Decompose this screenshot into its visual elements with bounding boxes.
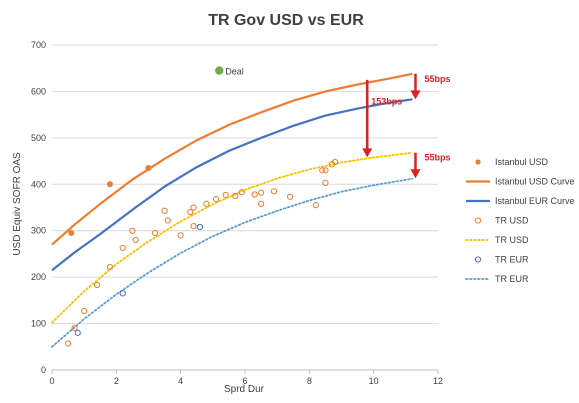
- tr-usd-point: [151, 229, 159, 237]
- x-tick-label: 6: [242, 376, 247, 386]
- annotation-arrowhead: [410, 169, 421, 179]
- annotation-label: 55bps: [424, 74, 450, 84]
- legend-marker: [474, 217, 482, 224]
- tr-usd-point: [203, 200, 210, 207]
- tr-usd-point: [331, 158, 339, 166]
- annotation-arrowhead: [362, 148, 373, 158]
- tr-usd-point: [161, 207, 168, 214]
- y-axis-label: USD Equiv SOFR OAS: [12, 152, 23, 256]
- tr-usd-point: [106, 263, 114, 271]
- y-tick-label: 200: [31, 272, 46, 282]
- y-tick-label: 300: [31, 226, 46, 236]
- tr-usd-trendline: [51, 151, 414, 324]
- legend: Istanbul USD Istanbul USD Curve Istanbul E…: [465, 157, 575, 284]
- y-tick-label: 400: [31, 179, 46, 189]
- gridlines: [52, 44, 438, 325]
- legend-marker: [475, 159, 481, 165]
- tr-usd-point: [257, 200, 265, 207]
- tr-usd-point: [64, 340, 72, 347]
- x-tick-label: 10: [369, 376, 379, 386]
- x-tick-label: 12: [433, 376, 443, 386]
- x-axis-label: Sprd Dur: [224, 384, 265, 395]
- istanbul-usd-point: [145, 165, 152, 172]
- tr-usd-point: [71, 325, 78, 332]
- y-tick-label: 700: [31, 40, 46, 50]
- tr-usd-point: [251, 191, 258, 198]
- tr-usd-point: [238, 189, 245, 196]
- istanbul-usd-point: [106, 181, 113, 188]
- annotations: 55bps 153bps 55bps: [362, 73, 450, 179]
- tr-usd-point: [322, 179, 329, 186]
- tr-usd-point: [212, 196, 220, 203]
- tr-usd-point: [190, 222, 197, 230]
- tr-eur-point: [74, 329, 81, 336]
- tr-usd-point: [187, 209, 194, 216]
- annotation-label: 55bps: [424, 153, 450, 163]
- legend-entry: Istanbul EUR Curve: [495, 196, 575, 206]
- deal-point: [215, 66, 224, 75]
- deal-label: Deal: [225, 67, 244, 77]
- annotation-arrowhead: [410, 90, 421, 100]
- tr-usd-point: [222, 191, 229, 199]
- tr-usd-point: [319, 167, 326, 174]
- x-tick-label: 4: [178, 376, 183, 386]
- tr-usd-point: [190, 204, 197, 211]
- legend-entry: TR EUR: [495, 274, 529, 284]
- tr-usd-point: [132, 236, 139, 244]
- istanbul-usd-point: [68, 230, 75, 237]
- tr-usd-point: [232, 192, 239, 199]
- axes: 0 100 200 300 400 500 600 700 0 2 4 6 8 10 12: [31, 40, 443, 386]
- tr-usd-point: [164, 217, 171, 224]
- tr-usd-point: [270, 188, 278, 195]
- annotation-label: 153bps: [371, 97, 402, 107]
- y-tick-label: 100: [31, 319, 46, 329]
- legend-entry: TR USD: [495, 235, 529, 245]
- x-tick-label: 2: [114, 376, 119, 386]
- tr-usd-point: [81, 307, 88, 315]
- legend-entry: Istanbul USD Curve: [495, 177, 575, 187]
- legend-entry: TR USD: [495, 216, 529, 226]
- tr-usd-point: [93, 281, 101, 289]
- tr-eur-trendline: [51, 177, 414, 348]
- plot-area: Deal: [51, 66, 414, 348]
- legend-entry: TR EUR: [495, 255, 529, 265]
- x-tick-label: 0: [49, 376, 54, 386]
- tr-usd-point: [286, 193, 294, 200]
- tr-usd-point: [177, 232, 184, 239]
- tr-usd-point: [257, 189, 265, 196]
- tr-eur-point: [196, 223, 204, 231]
- tr-usd-point: [129, 227, 136, 234]
- istanbul-usd-curve-line: [51, 72, 413, 246]
- istanbul-eur-curve-line: [51, 98, 413, 272]
- tr-usd-point: [312, 202, 319, 209]
- chart-title: TR Gov USD vs EUR: [208, 12, 364, 29]
- y-tick-label: 0: [41, 365, 46, 375]
- tr-eur-point: [119, 290, 126, 297]
- y-tick-label: 600: [31, 86, 46, 96]
- legend-marker: [474, 256, 482, 263]
- legend-entry: Istanbul USD: [495, 157, 549, 167]
- x-tick-label: 8: [307, 376, 312, 386]
- y-tick-label: 500: [31, 133, 46, 143]
- tr-usd-point: [322, 167, 329, 174]
- tr-usd-point: [119, 244, 126, 251]
